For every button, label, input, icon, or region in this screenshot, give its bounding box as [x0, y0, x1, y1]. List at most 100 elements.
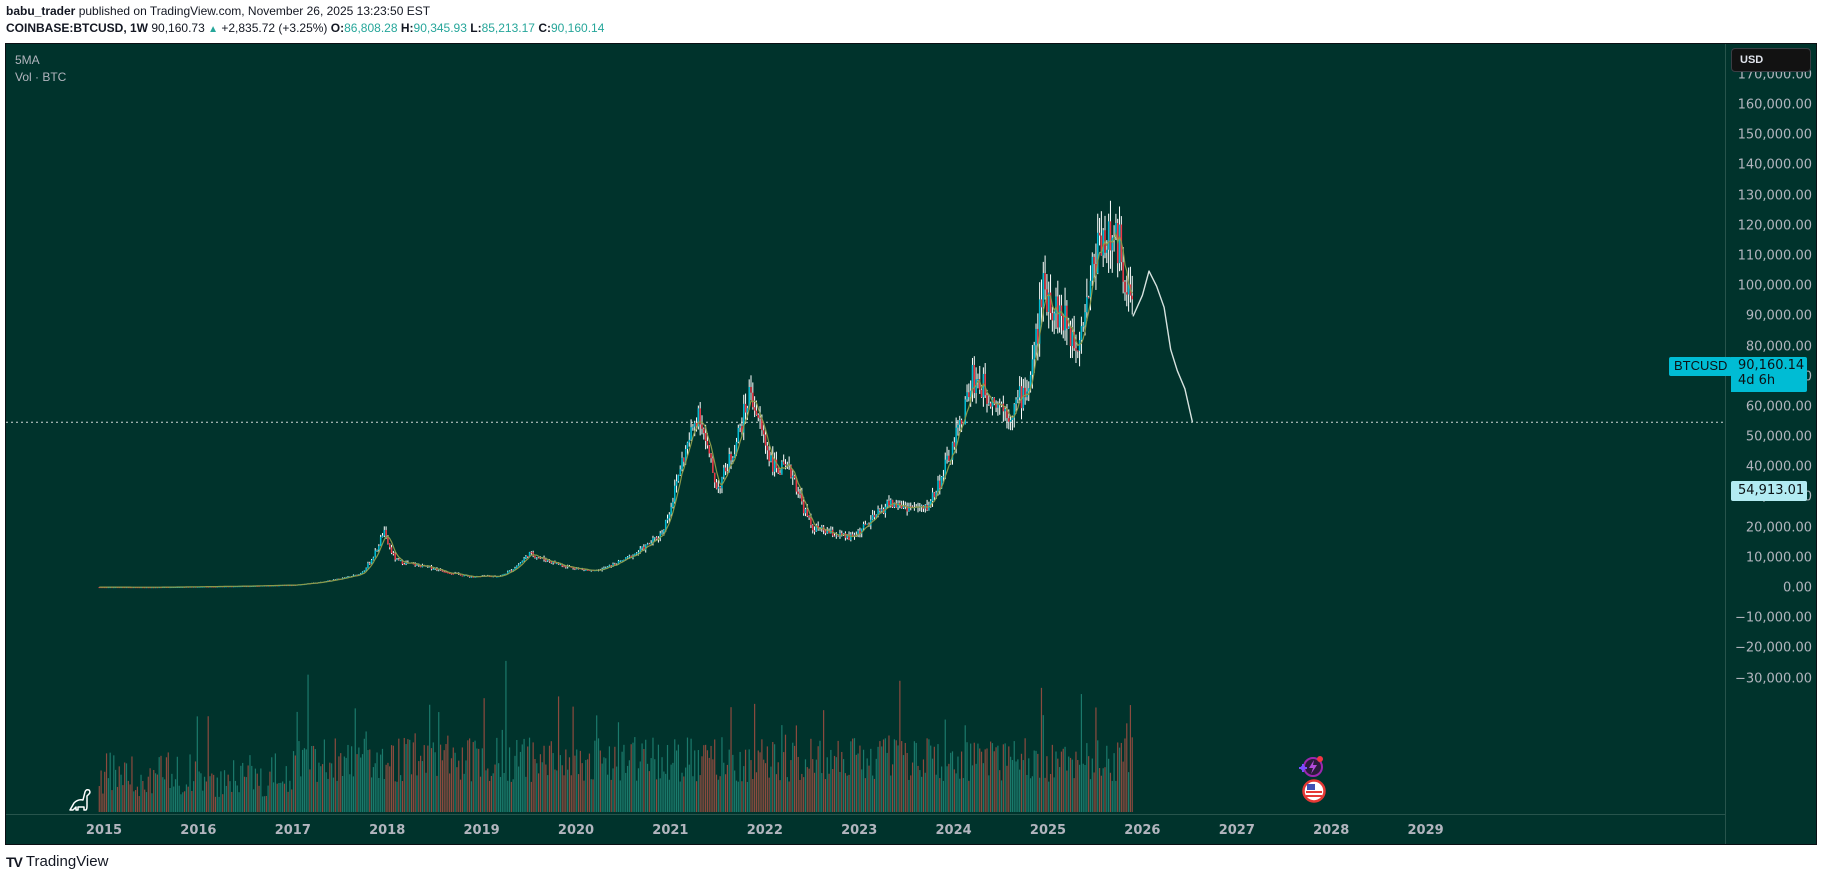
- volume-bar: [445, 744, 447, 812]
- volume-bar: [568, 757, 571, 812]
- forecast-drawing[interactable]: [1132, 270, 1194, 423]
- volume-bar: [951, 751, 954, 812]
- volume-bar: [134, 790, 137, 812]
- volume-bar: [1077, 760, 1079, 812]
- volume-bar: [145, 792, 148, 812]
- volume-bar: [225, 785, 227, 812]
- volume-bar: [420, 755, 422, 812]
- candle-body: [381, 535, 384, 537]
- time-axis[interactable]: 2015 2016 2017 2018 2019 2020 2021 2022 2023 2024…: [6, 814, 1725, 845]
- price-chart[interactable]: [6, 44, 1725, 814]
- price-axis[interactable]: 170,000.00 160,000.00 150,000.00 140,000.00…: [1725, 44, 1818, 844]
- volume-bar: [147, 776, 149, 812]
- volume-bar: [220, 771, 222, 812]
- candle-body: [795, 478, 798, 492]
- us-flag-event-icon[interactable]: [1302, 779, 1326, 803]
- candle-body: [428, 566, 431, 568]
- low-value: 85,213.17: [481, 21, 535, 35]
- time-tick-label: 2015: [85, 823, 123, 838]
- volume-bar: [231, 791, 233, 812]
- volume-bar: [663, 771, 665, 812]
- volume-bar: [988, 775, 990, 812]
- chart-pane[interactable]: 5MA Vol · BTC: [6, 44, 1725, 814]
- candle-body: [503, 574, 505, 576]
- volume-bar: [510, 781, 512, 812]
- volume-bar: [1131, 737, 1133, 812]
- volume-bar: [429, 704, 431, 812]
- time-tick-label: 2023: [841, 823, 878, 838]
- candle-body: [1040, 299, 1043, 308]
- publish-text: published on TradingView.com, November 2…: [78, 4, 431, 18]
- candle-body: [523, 558, 525, 562]
- candle-body: [534, 555, 536, 558]
- volume-bar: [251, 765, 253, 812]
- candle-body: [655, 537, 658, 540]
- price-tick-label: 120,000.00: [1737, 218, 1812, 234]
- volume-bar: [859, 745, 861, 812]
- currency-button[interactable]: USD: [1731, 48, 1811, 72]
- volume-bar: [990, 741, 992, 812]
- last-price-tag: 90,160.14 4d 6h: [1731, 357, 1807, 392]
- candle-body: [666, 518, 669, 521]
- volume-bar: [866, 758, 868, 812]
- candle-body: [1115, 222, 1117, 237]
- dinosaur-icon[interactable]: [66, 786, 94, 814]
- volume-bar: [1075, 751, 1077, 812]
- volume-bar: [746, 781, 748, 812]
- volume-bar: [1033, 750, 1035, 812]
- volume-bar: [828, 773, 830, 812]
- volume-bar: [873, 778, 876, 812]
- candle-body: [383, 529, 386, 536]
- volume-bar: [1102, 768, 1104, 812]
- volume-bar: [274, 753, 276, 812]
- volume-bar: [527, 746, 529, 812]
- event-lightning-icon[interactable]: [1297, 754, 1325, 780]
- volume-bar: [735, 780, 738, 812]
- volume-bar: [519, 751, 522, 812]
- candle-body: [441, 570, 444, 572]
- volume-bar: [390, 745, 393, 812]
- volume-bar: [1008, 746, 1010, 812]
- volume-bar: [407, 739, 409, 812]
- legend-ma[interactable]: 5MA: [15, 53, 40, 67]
- volume-bar: [200, 773, 202, 812]
- volume-bar: [695, 781, 698, 812]
- volume-bar: [877, 746, 879, 812]
- author-name[interactable]: babu_trader: [6, 4, 76, 18]
- candle-body: [706, 440, 709, 446]
- volume-bar: [812, 759, 814, 812]
- volume-bar: [641, 743, 643, 812]
- volume-bar: [592, 779, 594, 812]
- legend-volume[interactable]: Vol · BTC: [15, 70, 67, 84]
- volume-bar: [236, 785, 238, 812]
- candle-body: [873, 514, 876, 518]
- volume-bar: [705, 744, 707, 812]
- volume-bar: [487, 768, 489, 812]
- volume-bar: [463, 773, 465, 812]
- candle-body: [692, 426, 694, 428]
- volume-bar: [356, 754, 358, 812]
- candle-body: [459, 574, 462, 576]
- volume-bar: [203, 776, 206, 812]
- volume-bar: [547, 775, 549, 812]
- volume-bar: [233, 760, 235, 812]
- candle-body: [617, 560, 620, 565]
- candle-body: [443, 571, 445, 573]
- volume-bar: [846, 775, 848, 812]
- volume-bar: [169, 787, 171, 812]
- volume-bar: [895, 740, 897, 812]
- volume-bar: [327, 778, 329, 812]
- candle-body: [98, 587, 101, 589]
- volume-bar: [1088, 756, 1090, 812]
- candle-body: [715, 482, 718, 489]
- volume-bar: [418, 761, 420, 812]
- volume-bar: [652, 737, 654, 812]
- candle-body: [742, 403, 745, 433]
- volume-bar: [999, 770, 1001, 812]
- tradingview-branding[interactable]: TV TradingView: [6, 853, 108, 870]
- candle-body: [634, 553, 636, 556]
- candle-body: [971, 364, 974, 391]
- volume-bar: [111, 790, 113, 812]
- time-tick-label: 2020: [557, 823, 595, 838]
- high-value: 90,345.93: [413, 21, 467, 35]
